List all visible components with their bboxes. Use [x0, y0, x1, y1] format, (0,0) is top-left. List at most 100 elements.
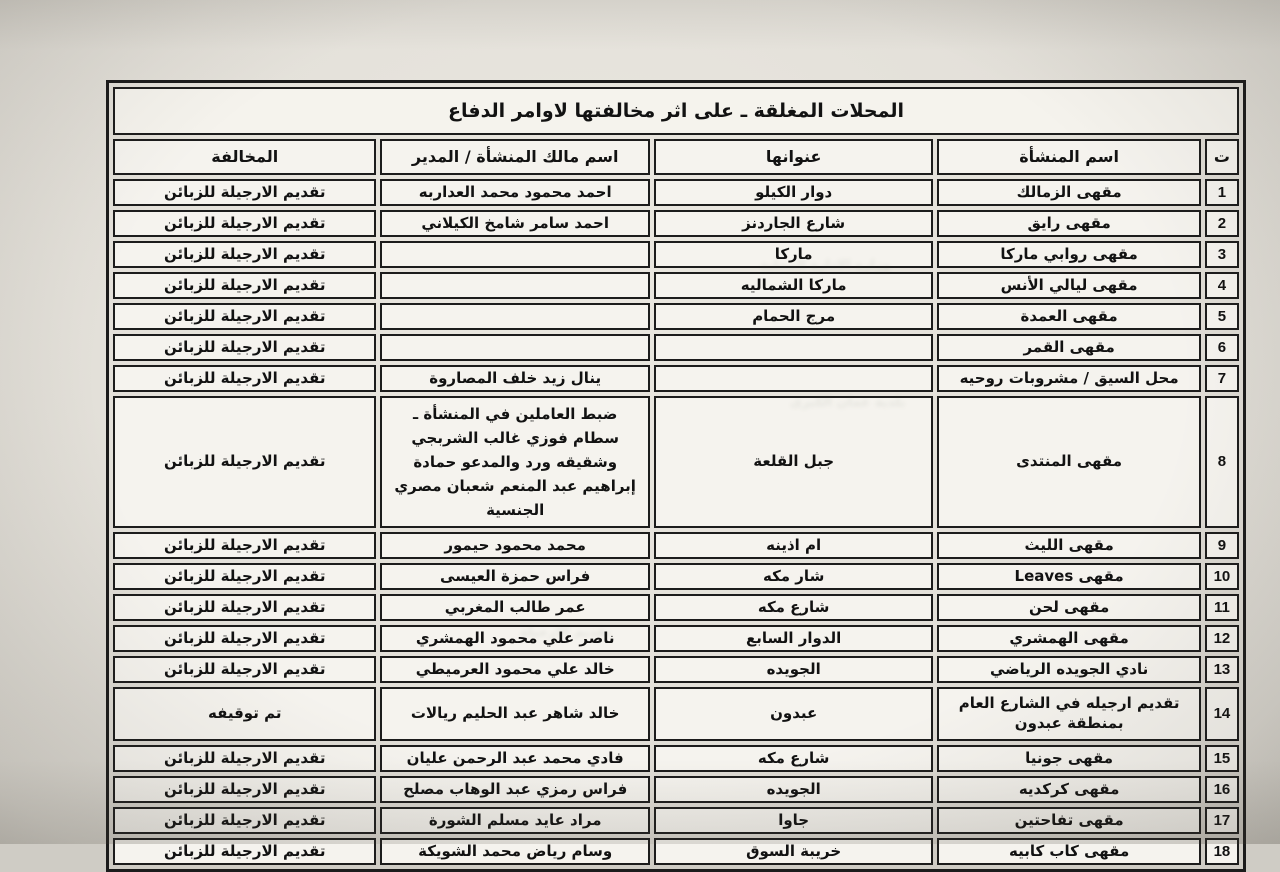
cell-name: مقهى لحن — [937, 594, 1201, 621]
cell-name: تقديم ارجيله في الشارع العام بمنطقة عبدو… — [937, 687, 1201, 741]
cell-name: محل السيق / مشروبات روحيه — [937, 365, 1201, 392]
table-body: 1 مقهى الزمالك دوار الكيلو احمد محمود محمد … — [113, 179, 1239, 865]
cell-owner — [380, 303, 650, 330]
cell-owner: فراس رمزي عبد الوهاب مصلح — [380, 776, 650, 803]
cell-name: مقهى رايق — [937, 210, 1201, 237]
cell-violation: تقديم الارجيلة للزبائن — [113, 563, 377, 590]
cell-address: الدوار السابع — [653, 625, 934, 652]
cell-violation: تقديم الارجيلة للزبائن — [113, 241, 377, 268]
cell-address: الجويده — [653, 776, 934, 803]
cell-address: الجويده — [653, 656, 934, 683]
closed-shops-table: ت اسم المنشأة عنوانها اسم مالك المنشأة /… — [109, 135, 1243, 869]
cell-name: مقهى الهمشري — [937, 625, 1201, 652]
cell-address: مرج الحمام — [653, 303, 934, 330]
cell-violation: تقديم الارجيلة للزبائن — [113, 396, 377, 528]
table-row: 16 مقهى كركديه الجويده فراس رمزي عبد الوهاب… — [113, 776, 1239, 803]
cell-name: مقهى الليث — [937, 532, 1201, 559]
cell-address: خريبة السوق — [653, 838, 934, 865]
cell-violation: تقديم الارجيلة للزبائن — [113, 334, 377, 361]
cell-owner: خالد شاهر عبد الحليم ريالات — [380, 687, 650, 741]
cell-address: جاوا — [653, 807, 934, 834]
cell-index: 16 — [1204, 776, 1239, 803]
cell-index: 10 — [1204, 563, 1239, 590]
column-header-address: عنوانها — [653, 139, 934, 175]
cell-owner: عمر طالب المغربي — [380, 594, 650, 621]
cell-owner — [380, 272, 650, 299]
cell-name: مقهى القمر — [937, 334, 1201, 361]
table-row: 17 مقهى تفاحتين جاوا مراد عايد مسلم الشورة ت… — [113, 807, 1239, 834]
cell-index: 7 — [1204, 365, 1239, 392]
cell-index: 15 — [1204, 745, 1239, 772]
cell-address: دوار الكيلو — [653, 179, 934, 206]
cell-owner: خالد علي محمود العرميطي — [380, 656, 650, 683]
column-header-name: اسم المنشأة — [937, 139, 1201, 175]
cell-violation: تم توقيفه — [113, 687, 377, 741]
table-row: 7 محل السيق / مشروبات روحيه ينال زيد خلف ا… — [113, 365, 1239, 392]
table-row: 11 مقهى لحن شارع مكه عمر طالب المغربي تقديم … — [113, 594, 1239, 621]
table-row: 15 مقهى جونيا شارع مكه فادي محمد عبد الرحمن… — [113, 745, 1239, 772]
cell-violation: تقديم الارجيلة للزبائن — [113, 210, 377, 237]
table-row: 3 مقهى روابي ماركا ماركا تقديم الارجيلة للز… — [113, 241, 1239, 268]
cell-name: مقهى تفاحتين — [937, 807, 1201, 834]
cell-address: شارع مكه — [653, 745, 934, 772]
column-header-index: ت — [1204, 139, 1239, 175]
cell-violation: تقديم الارجيلة للزبائن — [113, 303, 377, 330]
cell-index: 8 — [1204, 396, 1239, 528]
cell-violation: تقديم الارجيلة للزبائن — [113, 745, 377, 772]
table-row: 1 مقهى الزمالك دوار الكيلو احمد محمود محمد … — [113, 179, 1239, 206]
cell-address: ماركا — [653, 241, 934, 268]
cell-index: 5 — [1204, 303, 1239, 330]
cell-index: 14 — [1204, 687, 1239, 741]
closed-shops-table-frame: المحلات المغلقة ـ على اثر مخالفتها لاوام… — [106, 80, 1246, 872]
cell-violation: تقديم الارجيلة للزبائن — [113, 532, 377, 559]
cell-owner — [380, 241, 650, 268]
cell-index: 9 — [1204, 532, 1239, 559]
cell-owner: احمد سامر شامخ الكيلاني — [380, 210, 650, 237]
cell-owner: ناصر علي محمود الهمشري — [380, 625, 650, 652]
cell-index: 1 — [1204, 179, 1239, 206]
table-row: 18 مقهى كاب كابيه خريبة السوق وسام رياض محم… — [113, 838, 1239, 865]
table-row: 13 نادي الجويده الرياضي الجويده خالد علي مح… — [113, 656, 1239, 683]
cell-address — [653, 365, 934, 392]
cell-index: 11 — [1204, 594, 1239, 621]
cell-address — [653, 334, 934, 361]
cell-index: 13 — [1204, 656, 1239, 683]
cell-name: مقهى ليالي الأنس — [937, 272, 1201, 299]
cell-violation: تقديم الارجيلة للزبائن — [113, 656, 377, 683]
cell-owner: ينال زيد خلف المصاروة — [380, 365, 650, 392]
cell-index: 17 — [1204, 807, 1239, 834]
table-header-row: ت اسم المنشأة عنوانها اسم مالك المنشأة /… — [113, 139, 1239, 175]
cell-owner: احمد محمود محمد العداربه — [380, 179, 650, 206]
cell-index: 18 — [1204, 838, 1239, 865]
cell-name: مقهى كركديه — [937, 776, 1201, 803]
cell-address: ماركا الشماليه — [653, 272, 934, 299]
cell-violation: تقديم الارجيلة للزبائن — [113, 776, 377, 803]
cell-address: ام اذينه — [653, 532, 934, 559]
cell-violation: تقديم الارجيلة للزبائن — [113, 272, 377, 299]
cell-name: مقهى الزمالك — [937, 179, 1201, 206]
table-row: 9 مقهى الليث ام اذينه محمد محمود حيمور تقديم… — [113, 532, 1239, 559]
cell-index: 4 — [1204, 272, 1239, 299]
cell-name: مقهى المنتدى — [937, 396, 1201, 528]
table-row: 2 مقهى رايق شارع الجاردنز احمد سامر شامخ ال… — [113, 210, 1239, 237]
table-row: 10 مقهى Leaves شار مكه فراس حمزة العيسى تقدي… — [113, 563, 1239, 590]
cell-owner: فادي محمد عبد الرحمن عليان — [380, 745, 650, 772]
column-header-owner: اسم مالك المنشأة / المدير — [380, 139, 650, 175]
cell-owner: وسام رياض محمد الشويكة — [380, 838, 650, 865]
cell-violation: تقديم الارجيلة للزبائن — [113, 625, 377, 652]
cell-violation: تقديم الارجيلة للزبائن — [113, 365, 377, 392]
cell-index: 3 — [1204, 241, 1239, 268]
cell-name: مقهى روابي ماركا — [937, 241, 1201, 268]
table-row: 4 مقهى ليالي الأنس ماركا الشماليه تقديم الا… — [113, 272, 1239, 299]
table-row: 14 تقديم ارجيله في الشارع العام بمنطقة عب… — [113, 687, 1239, 741]
table-title: المحلات المغلقة ـ على اثر مخالفتها لاوام… — [113, 87, 1239, 135]
cell-name: مقهى جونيا — [937, 745, 1201, 772]
cell-index: 6 — [1204, 334, 1239, 361]
cell-violation: تقديم الارجيلة للزبائن — [113, 807, 377, 834]
cell-owner: محمد محمود حيمور — [380, 532, 650, 559]
table-row: 6 مقهى القمر تقديم الارجيلة للزبائن — [113, 334, 1239, 361]
cell-address: جبل القلعة — [653, 396, 934, 528]
cell-address: شار مكه — [653, 563, 934, 590]
table-row: 5 مقهى العمدة مرج الحمام تقديم الارجيلة للز… — [113, 303, 1239, 330]
cell-owner: فراس حمزة العيسى — [380, 563, 650, 590]
